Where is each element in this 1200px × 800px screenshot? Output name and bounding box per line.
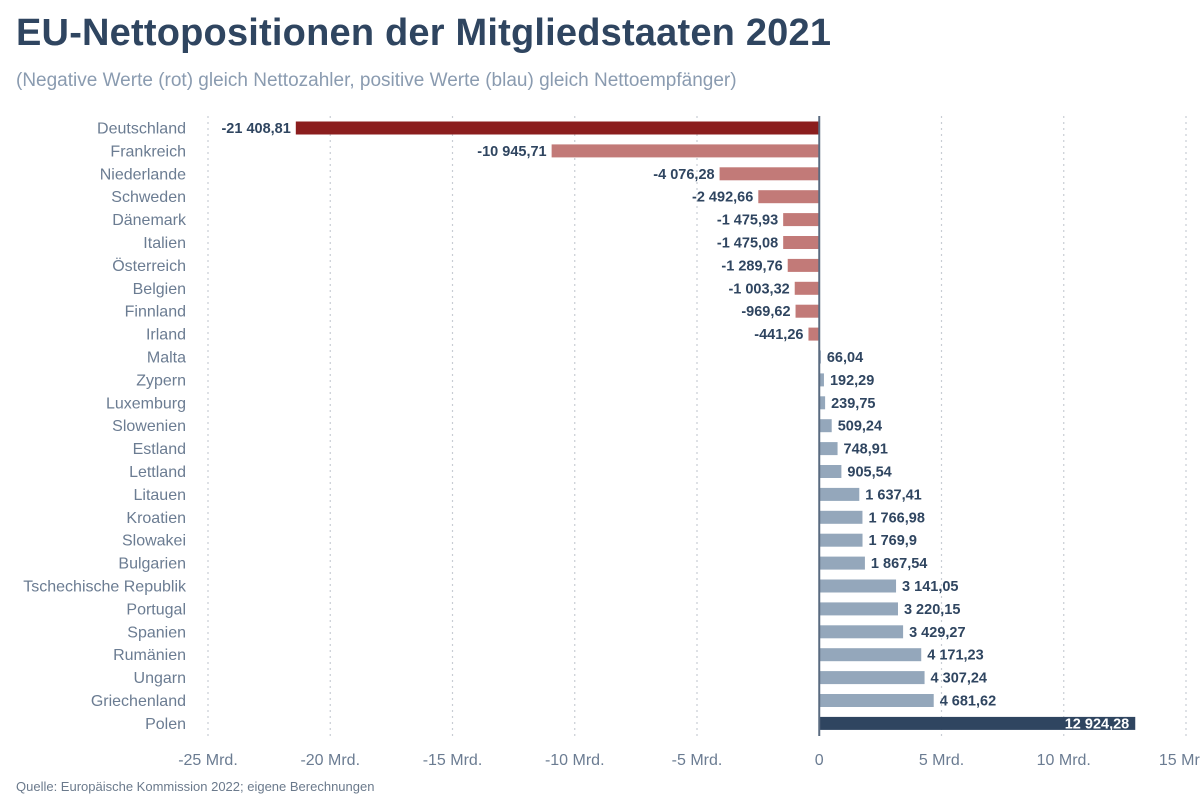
source-note: Quelle: Europäische Kommission 2022; eig…: [16, 779, 375, 794]
bar: [819, 625, 904, 639]
value-label: 4 681,62: [940, 694, 996, 710]
value-label: 748,91: [844, 442, 888, 458]
bar: [819, 373, 824, 387]
bar: [819, 487, 860, 501]
bar: [819, 602, 898, 616]
category-label: Lettland: [129, 464, 186, 481]
bar: [819, 671, 925, 685]
value-label: -969,62: [741, 304, 790, 320]
category-label: Kroatien: [126, 510, 186, 527]
value-label: 239,75: [831, 396, 875, 412]
x-tick-label: -10 Mrd.: [545, 752, 605, 769]
value-label: 3 220,15: [904, 602, 960, 618]
category-label: Polen: [145, 716, 186, 733]
x-tick-label: -20 Mrd.: [300, 752, 360, 769]
category-label: Finnland: [125, 304, 186, 321]
value-label: 3 429,27: [909, 625, 965, 641]
value-label: 4 171,23: [927, 648, 983, 664]
category-label: Litauen: [134, 487, 187, 504]
value-label: 905,54: [847, 465, 891, 481]
value-label: 66,04: [827, 350, 863, 366]
value-label: 1 766,98: [868, 510, 924, 526]
x-tick-label: 10 Mrd.: [1037, 752, 1091, 769]
category-label: Spanien: [127, 624, 186, 641]
category-label: Griechenland: [91, 693, 186, 710]
category-label: Tschechische Republik: [23, 579, 187, 596]
category-label: Rumänien: [113, 647, 186, 664]
bar: [819, 556, 865, 570]
bar: [295, 121, 820, 135]
bar: [819, 396, 826, 410]
bar: [819, 533, 863, 547]
value-label: -10 945,71: [477, 144, 546, 160]
bar: [819, 694, 934, 707]
bar: [808, 327, 820, 341]
chart-subtitle: (Negative Werte (rot) gleich Nettozahler…: [16, 70, 737, 91]
bar: [794, 281, 820, 295]
bar: [758, 190, 820, 204]
category-label: Portugal: [126, 601, 186, 618]
category-label: Deutschland: [97, 121, 186, 138]
value-label: -1 475,93: [717, 213, 778, 229]
x-tick-label: -5 Mrd.: [672, 752, 723, 769]
bar: [783, 213, 820, 227]
value-label: 4 307,24: [931, 671, 987, 687]
bar: [819, 716, 1136, 730]
bar: [819, 465, 842, 478]
value-label: -2 492,66: [692, 190, 753, 206]
x-tick-label: 15 Mrd.: [1159, 752, 1200, 769]
value-label: -1 289,76: [721, 258, 782, 274]
category-label: Italien: [143, 235, 186, 252]
category-label: Estland: [133, 441, 186, 458]
category-label: Zypern: [136, 372, 186, 389]
value-label: 509,24: [838, 419, 882, 435]
category-label: Belgien: [133, 281, 186, 298]
value-label: 1 637,41: [865, 487, 921, 503]
bar-chart: -25 Mrd. -20 Mrd. -15 Mrd. -10 Mrd. -5 Mrd. 0…: [23, 116, 1200, 769]
category-label: Niederlande: [100, 166, 186, 183]
category-label: Malta: [147, 350, 186, 367]
x-tick-label: -15 Mrd.: [423, 752, 483, 769]
category-label: Slowenien: [112, 418, 186, 435]
bar: [819, 442, 838, 456]
bar: [819, 648, 922, 662]
category-label: Slowakei: [122, 533, 186, 550]
bar: [783, 236, 820, 249]
category-label: Luxemburg: [106, 395, 186, 412]
value-label: 1 769,9: [869, 533, 917, 549]
category-label: Dänemark: [112, 212, 187, 229]
bar: [819, 579, 897, 593]
value-label: -441,26: [754, 327, 803, 343]
value-label: -21 408,81: [221, 121, 290, 137]
value-label: 1 867,54: [871, 556, 927, 572]
value-label: -4 076,28: [653, 167, 714, 183]
value-label: -1 475,08: [717, 236, 778, 252]
bar: [795, 304, 820, 318]
x-tick-label: -25 Mrd.: [178, 752, 238, 769]
x-tick-label: 0: [815, 752, 824, 769]
category-label: Bulgarien: [118, 556, 186, 573]
value-label: -1 003,32: [728, 281, 789, 297]
bar: [787, 258, 820, 272]
category-label: Ungarn: [134, 670, 186, 687]
category-label: Schweden: [111, 189, 186, 206]
bar: [819, 510, 863, 524]
bar: [819, 419, 832, 433]
x-tick-label: 5 Mrd.: [919, 752, 964, 769]
category-label: Österreich: [112, 257, 186, 275]
category-label: Irland: [146, 327, 186, 344]
bar: [551, 144, 820, 158]
value-label: 192,29: [830, 373, 874, 389]
category-label: Frankreich: [110, 143, 186, 160]
chart-title: EU-Nettopositionen der Mitgliedstaaten 2…: [16, 12, 832, 54]
bar: [719, 167, 820, 181]
value-label: 3 141,05: [902, 579, 958, 595]
value-label: 12 924,28: [1065, 716, 1130, 732]
